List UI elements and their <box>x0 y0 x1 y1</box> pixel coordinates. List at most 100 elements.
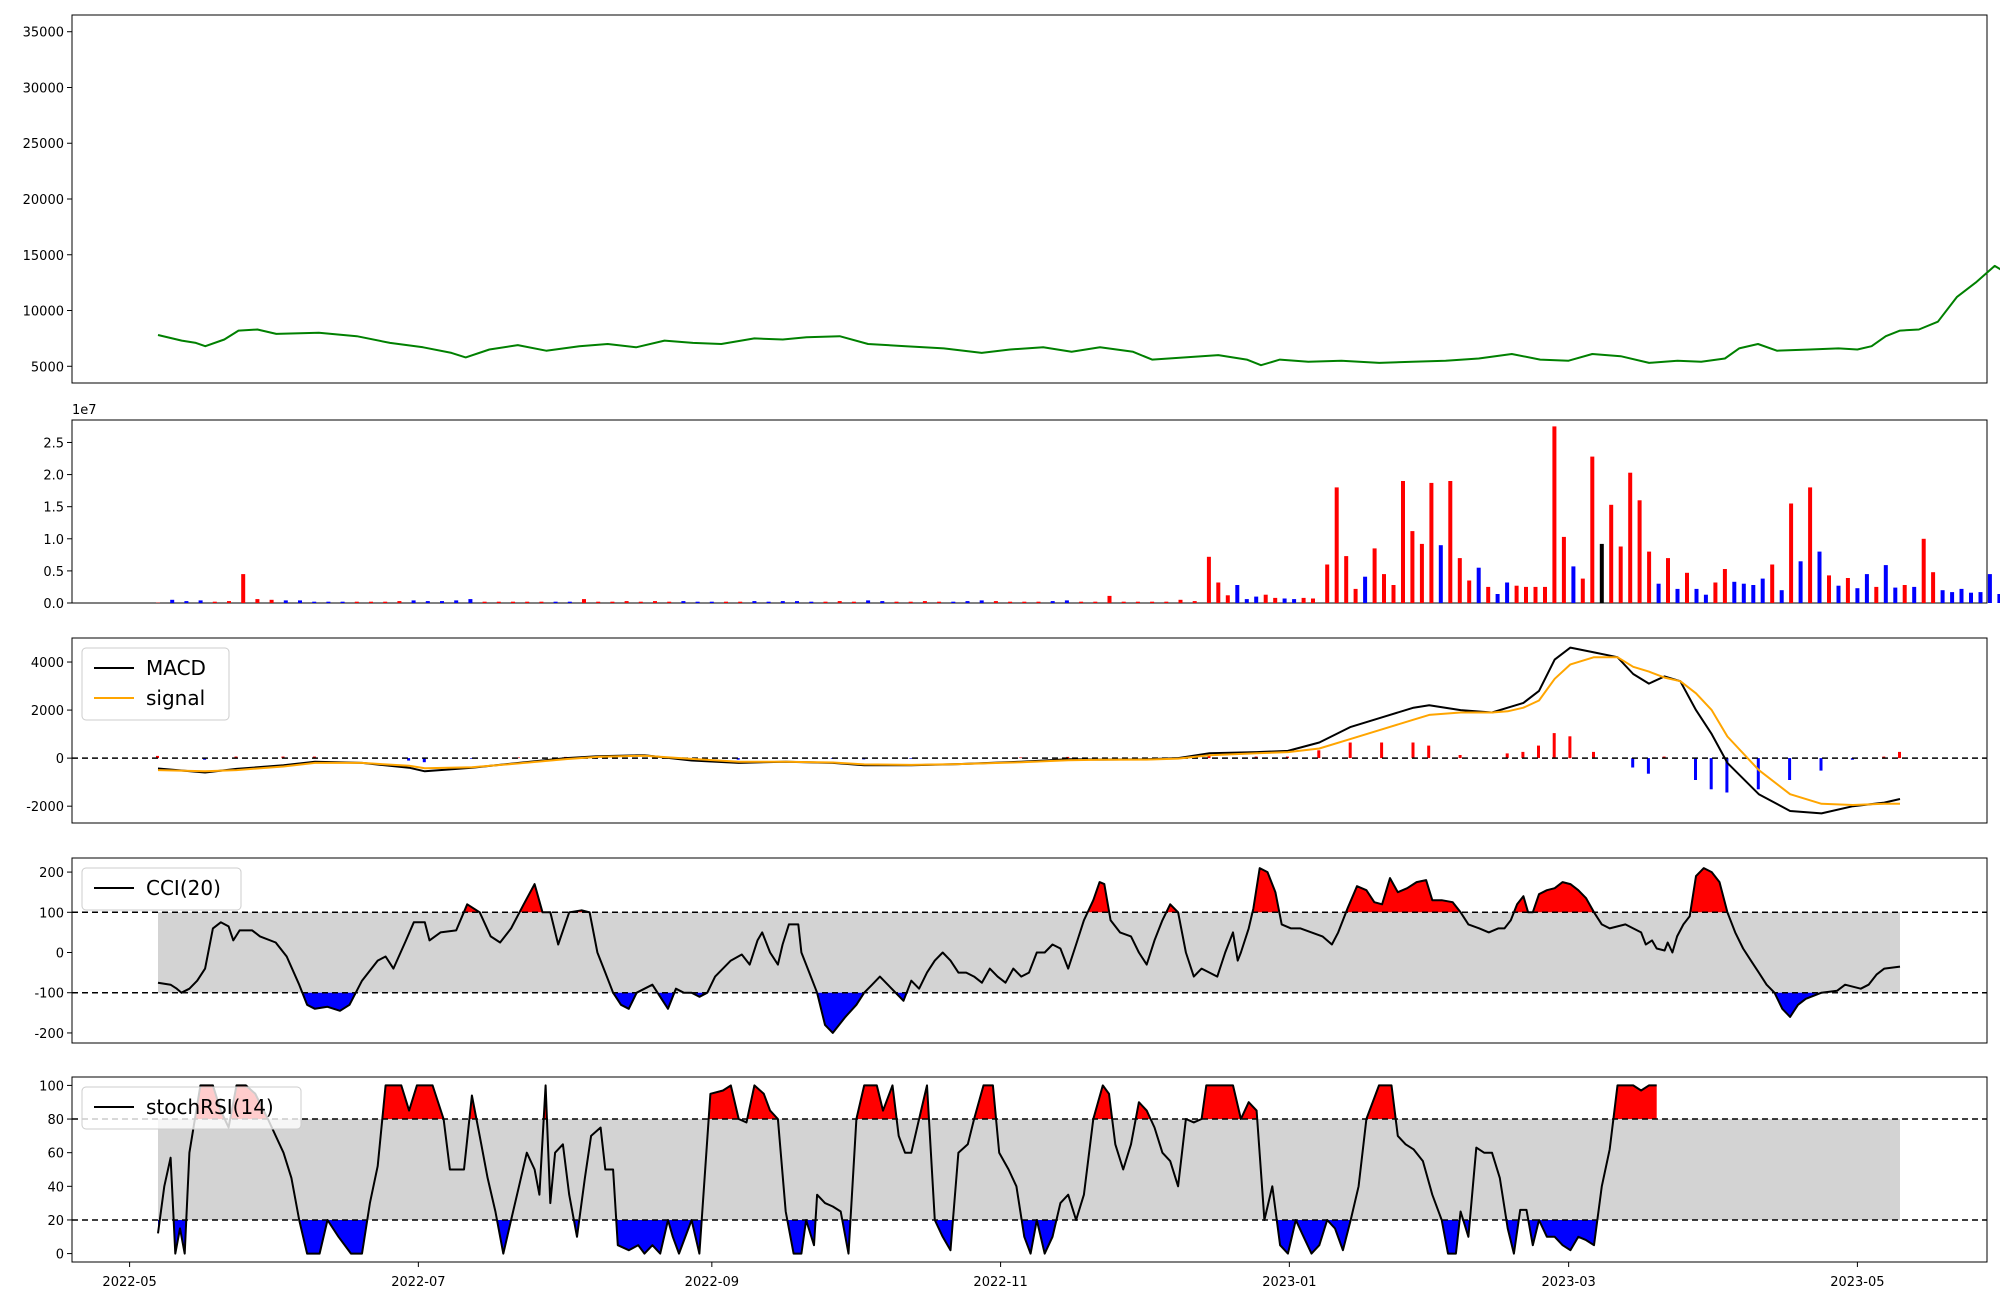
volume-bar <box>1883 565 1888 603</box>
volume-bar <box>1135 601 1140 603</box>
volume-bar <box>1959 588 1964 603</box>
cci-overbought-fill <box>1252 868 1280 913</box>
macd-histogram-bar <box>1819 758 1823 771</box>
volume-bar <box>1419 543 1424 603</box>
volume-bar <box>1524 586 1528 603</box>
macd-histogram-bar <box>1850 758 1854 760</box>
stochrsi-oversold-fill <box>787 1220 816 1254</box>
volume-bar <box>1940 590 1945 603</box>
stochrsi-overbought-fill <box>1201 1085 1258 1119</box>
volume-bar <box>922 601 927 603</box>
volume-bar <box>1694 588 1699 603</box>
volume-bar <box>1808 487 1813 603</box>
volume-bar <box>681 601 686 603</box>
volume-bar <box>1855 588 1860 603</box>
volume-ytick-label: 2.5 <box>43 436 64 451</box>
volume-bar <box>979 600 984 603</box>
volume-bar <box>1282 598 1287 603</box>
volume-bar <box>454 600 459 603</box>
cci-overbought-fill <box>519 884 551 913</box>
stochrsi-ytick-label: 40 <box>47 1180 64 1195</box>
volume-bar <box>1093 601 1098 603</box>
volume-bar <box>823 601 828 603</box>
volume-bar <box>1467 580 1472 603</box>
cci-overbought-fill <box>1513 882 1594 913</box>
volume-bar <box>1301 597 1306 603</box>
volume-bar <box>1997 594 2000 603</box>
volume-bar <box>1590 456 1595 603</box>
volume-bar <box>1921 538 1926 603</box>
volume-bar <box>1325 564 1330 603</box>
price-ytick-label: 10000 <box>23 305 64 320</box>
volume-bar <box>1893 587 1898 603</box>
volume-bar <box>1722 569 1727 603</box>
macd-legend: MACD signal <box>81 647 230 721</box>
macd-histogram-bar <box>736 758 740 760</box>
volume-bar <box>1609 504 1614 603</box>
macd-histogram-bar <box>469 758 473 759</box>
volume-bar <box>1902 585 1907 603</box>
volume-bar <box>1836 585 1841 603</box>
volume-bar <box>1107 595 1112 603</box>
x-tick-label: 2022-07 <box>391 1275 445 1290</box>
volume-bar <box>1178 599 1183 603</box>
volume-bar <box>425 601 430 603</box>
stochrsi-ytick-label: 0 <box>56 1248 64 1263</box>
volume-bar <box>1401 481 1405 603</box>
cci-axes-frame <box>71 857 1988 1044</box>
stochrsi-legend: stochRSI(14) <box>81 1086 302 1130</box>
volume-bar <box>397 601 402 603</box>
cci-overbought-fill <box>1346 878 1461 913</box>
macd-legend-label: MACD <box>146 656 206 680</box>
x-tick-label: 2022-05 <box>102 1275 156 1290</box>
stochrsi-line <box>157 1084 1657 1255</box>
macd-histogram-bar <box>1458 755 1462 759</box>
volume-bar <box>170 599 175 603</box>
cci-ytick-label: 100 <box>39 906 64 921</box>
volume-bar <box>1978 592 1983 603</box>
volume-bar <box>340 601 345 603</box>
volume-bar <box>695 601 700 603</box>
macd-ytick-label: -2000 <box>26 800 64 815</box>
volume-bar <box>738 601 743 603</box>
macd-legend-label: signal <box>146 686 205 710</box>
volume-bar <box>667 601 672 603</box>
macd-histogram-bar <box>1756 758 1760 790</box>
macd-histogram-bar <box>1898 751 1901 759</box>
volume-bar <box>1150 601 1155 603</box>
macd-series-signal <box>157 656 1900 806</box>
stochrsi-oversold-fill <box>1441 1220 1460 1254</box>
volume-bar <box>212 601 217 603</box>
cci-overbought-fill <box>1690 868 1728 913</box>
volume-bar <box>1751 585 1756 603</box>
stochrsi-legend-label: stochRSI(14) <box>146 1095 274 1119</box>
cci-overbought-fill <box>1087 882 1110 913</box>
cci-ytick-label: 200 <box>39 866 64 881</box>
volume-bar <box>1476 567 1481 603</box>
stochrsi-overbought-fill <box>1135 1102 1151 1119</box>
stochrsi-overbought-fill <box>1366 1085 1396 1119</box>
volume-bar <box>638 601 643 603</box>
volume-bar <box>1912 586 1917 603</box>
volume-bar <box>937 601 942 603</box>
volume-bar <box>951 601 956 603</box>
volume-bar <box>1064 600 1069 603</box>
volume-bar <box>440 601 444 603</box>
macd-histogram-bar <box>1505 753 1509 759</box>
macd-histogram-bar <box>1788 758 1792 780</box>
macd-histogram-bar <box>909 758 913 759</box>
volume-bar <box>1311 598 1315 603</box>
stochrsi-band-fill <box>158 1119 1900 1220</box>
volume-bar <box>1486 586 1491 603</box>
volume-bar <box>1225 595 1230 603</box>
volume-bar <box>283 600 288 603</box>
stochrsi-oversold-fill <box>497 1220 512 1254</box>
volume-bar <box>1760 578 1765 603</box>
volume-bar <box>1647 551 1652 603</box>
volume-bar <box>1618 546 1623 603</box>
volume-bar <box>1789 503 1794 603</box>
volume-bar <box>369 601 373 603</box>
volume-bar <box>965 601 970 603</box>
stochrsi-oversold-fill <box>1276 1220 1351 1254</box>
volume-bar <box>298 600 302 603</box>
